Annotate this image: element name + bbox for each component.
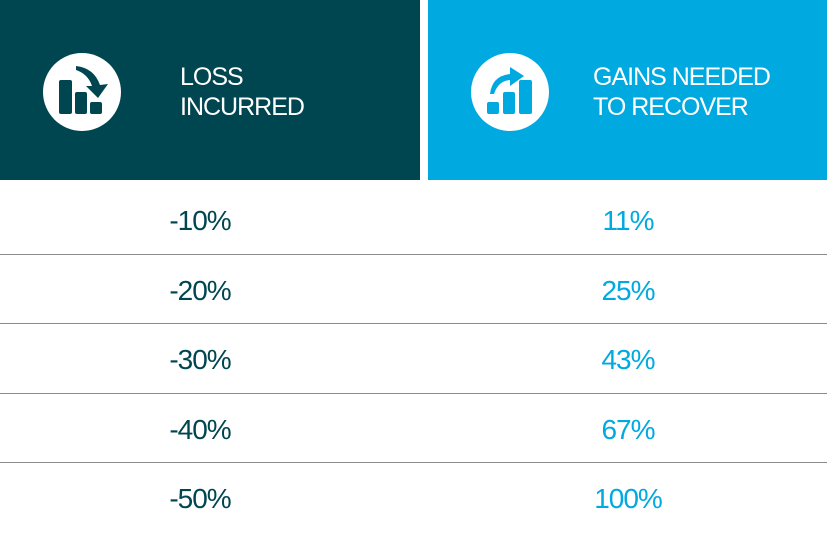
gain-cell: 43% — [601, 344, 655, 375]
header-gains: GAINS NEEDED TO RECOVER — [428, 0, 827, 180]
loss-cell: -50% — [169, 483, 231, 514]
header-text: LOSS INCURRED — [180, 63, 305, 121]
gain-cell: 11% — [602, 205, 655, 236]
gain-cell: 67% — [601, 413, 655, 445]
loss-cell: -20% — [169, 274, 231, 306]
row-separator — [0, 253, 827, 255]
row-separator — [0, 392, 827, 394]
table-row: -40% 67% — [0, 395, 827, 464]
table-row: -30% 43% — [0, 325, 827, 394]
header-text: GAINS NEEDED TO RECOVER — [593, 63, 771, 121]
loss-cell: -10% — [169, 205, 231, 236]
gain-cell: 25% — [601, 274, 655, 306]
table-row: -50% 100% — [0, 464, 827, 533]
row-separator — [0, 462, 827, 463]
loss-cell: -30% — [169, 344, 231, 375]
gain-cell: 100% — [594, 483, 663, 514]
table-row: -20% 25% — [0, 256, 827, 325]
loss-icon — [43, 53, 121, 131]
gains-icon — [471, 53, 549, 131]
header-loss: LOSS INCURRED — [0, 0, 420, 180]
table-row: -10% 11% — [0, 186, 827, 255]
loss-cell: -40% — [169, 413, 231, 445]
row-separator — [0, 323, 827, 324]
